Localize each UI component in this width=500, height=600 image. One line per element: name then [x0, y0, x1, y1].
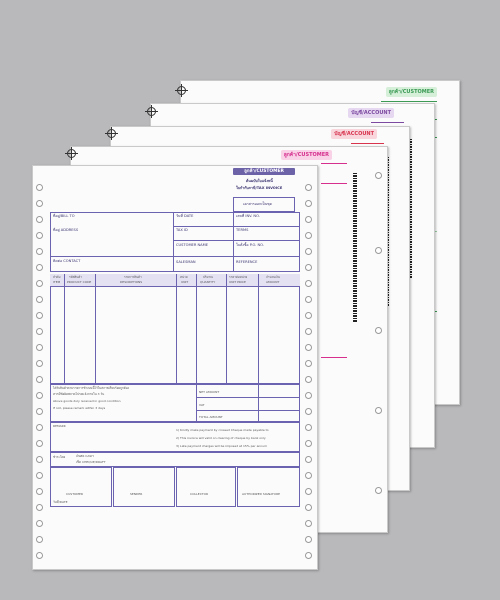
payment-note-2: 2) This invoice will valid on clearing o… — [176, 436, 266, 440]
copy-tab-label: ลูกค้า/CUSTOMER — [385, 87, 437, 97]
barcode-strip — [353, 173, 357, 323]
net-amount-label: NET AMOUNT — [199, 390, 220, 394]
invoice-front-sheet — [32, 165, 318, 570]
totals-block — [50, 384, 300, 422]
sig-sender-label: SENDER — [130, 492, 143, 496]
cash-option[interactable]: เงินสด CASH — [76, 454, 94, 458]
payment-block — [50, 452, 300, 467]
col-quantity: QUANTITY — [200, 280, 216, 284]
signature-sender-box — [113, 467, 175, 507]
vat-label: VAT — [199, 403, 205, 407]
terms-text-2: หากมีข้อผิดพลาดโปรดแจ้งภายใน 3 วัน — [53, 392, 105, 396]
sig-authorized-label: AUTHORIZED SIGNATURE — [242, 492, 281, 496]
col-descriptions: DESCRIPTIONS — [120, 280, 143, 284]
col-unit-price: UNIT PRICE — [229, 280, 246, 284]
terms-text-4: If not, please remark within 3 days — [53, 406, 106, 410]
payment-note-1: 1) Kindly make payment by crossed Cheque… — [176, 428, 269, 432]
col-quantity-th: ปริมาณ — [203, 275, 213, 279]
barcode-strip — [408, 139, 412, 279]
copy-label: ลูกค้า/CUSTOMER — [233, 168, 295, 175]
tax-id-label: TAX ID — [176, 228, 188, 232]
reference-label: REFERENCE — [236, 260, 258, 264]
col-unit-th: หน่วย — [180, 275, 188, 279]
payment-note-3: 3) Late payment charges will be imposed … — [176, 444, 268, 448]
bill-to-label: ที่อยู่/BILL TO — [53, 214, 75, 218]
signature-customer-box — [50, 467, 112, 507]
col-descriptions-th: รายการสินค้า — [124, 275, 142, 279]
col-product-code-th: รหัสสินค้า — [69, 275, 82, 279]
sales-man-label: SALESMAN — [176, 260, 196, 264]
stamp-text: เอกสารออกเป็นชุด — [243, 202, 272, 206]
doc-title-en: ใบกำกับภาษี/TAX INVOICE — [236, 186, 283, 190]
remark-label: REMARK — [53, 424, 66, 428]
stamp-box — [233, 197, 295, 212]
customer-name-label: CUSTOMER NAME — [176, 243, 208, 247]
terms-text-3: Above goods duly received in good condit… — [53, 399, 121, 403]
total-amount-label: TOTAL AMOUNT — [199, 415, 223, 419]
copy-tab-label: บัญชี/ACCOUNT — [331, 129, 377, 139]
items-table — [50, 274, 300, 384]
doc-title-th: ต้นฉบับใบแจ้งหนี้ — [246, 179, 273, 183]
signature-authorized-box — [237, 467, 300, 507]
col-product-code: PRODUCT CODE — [67, 280, 92, 284]
sig-collector-label: COLLECTOR — [190, 492, 209, 496]
sig-customer-label: CUSTOMER — [66, 492, 83, 496]
col-amount-th: จำนวนเงิน — [266, 275, 280, 279]
remark-block — [50, 422, 300, 452]
col-amount: AMOUNT — [266, 280, 280, 284]
registration-mark-icon — [175, 84, 188, 97]
col-item: ITEM — [53, 280, 61, 284]
sig-date-label: วันที่/DATE — [53, 500, 68, 504]
registration-mark-icon — [105, 127, 118, 140]
registration-mark-icon — [145, 105, 158, 118]
po-no-label: ใบสั่งซื้อ P.O. NO. — [236, 243, 264, 247]
col-item-th: ลำดับ — [53, 275, 61, 279]
col-unit: UNIT — [181, 280, 189, 284]
cheque-option[interactable]: เช็ค CHEQUE/DRAFT — [76, 460, 106, 464]
signature-collector-box — [176, 467, 236, 507]
customer-info-block — [50, 212, 300, 272]
date-label: วันที่ DATE — [176, 214, 194, 218]
paid-by-label: ชำระโดย — [53, 455, 66, 459]
registration-mark-icon — [65, 147, 78, 160]
terms-label: TERMS — [236, 228, 249, 232]
copy-tab-label: ลูกค้า/CUSTOMER — [280, 150, 332, 160]
terms-text-1: ได้รับสินค้าตามรายการข้างบนนี้ไว้ในสภาพเ… — [53, 386, 130, 390]
contact-label: ติดต่อ CONTACT — [53, 259, 81, 263]
address-label: ที่อยู่ ADDRESS — [53, 228, 79, 232]
col-unit-price-th: ราคาต่อหน่วย — [229, 275, 248, 279]
inv-no-label: เลขที่ INV. NO. — [236, 214, 260, 218]
copy-tab-label: บัญชี/ACCOUNT — [348, 108, 394, 118]
